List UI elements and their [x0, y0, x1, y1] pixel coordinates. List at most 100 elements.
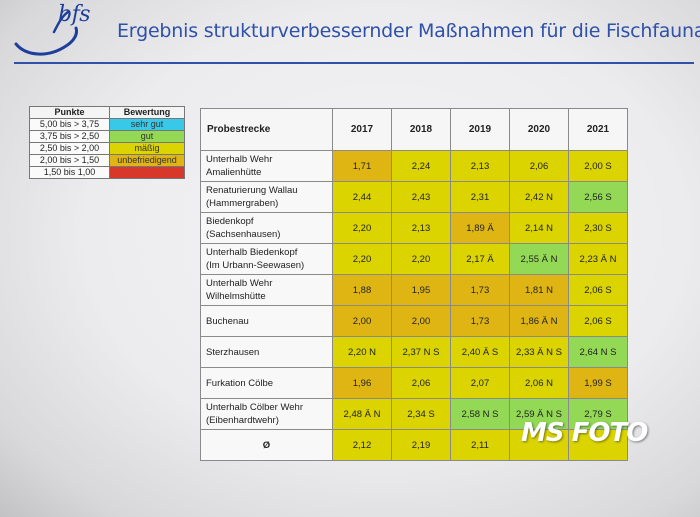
score-cell: 2,19 — [391, 429, 451, 461]
score-cell: 2,44 — [332, 181, 392, 213]
score-cell: 2,40 Ä S — [450, 336, 510, 368]
probestrecke-name-line: Furkation Cölbe — [206, 377, 274, 389]
score-cell: 1,96 — [332, 367, 392, 399]
legend-table: Punkte Bewertung 5,00 bis > 3,75 sehr gut… — [29, 106, 185, 179]
title-divider — [14, 62, 694, 64]
table-row: Sterzhausen 2,20 N 2,37 N S 2,40 Ä S 2,33 Ä … — [200, 336, 628, 368]
legend-range: 2,00 bis > 1,50 — [29, 154, 110, 167]
probestrecke-name-line: Renaturierung Wallau — [206, 185, 298, 196]
score-cell: 2,43 — [391, 181, 451, 213]
score-cell: 2,20 — [332, 243, 392, 275]
score-cell: 2,00 S — [568, 150, 628, 182]
probestrecke-name: Unterhalb Wehr Wilhelmshütte — [200, 274, 333, 306]
probestrecke-name: Biedenkopf (Sachsenhausen) — [200, 212, 333, 244]
probestrecke-name-line: Unterhalb Wehr — [206, 154, 273, 165]
score-cell: 1,81 N — [509, 274, 569, 306]
probestrecke-name-line: Ø — [262, 439, 271, 451]
score-cell: 2,55 Ä N — [509, 243, 569, 275]
legend-row: 2,50 bis > 2,00 mäßig — [29, 142, 185, 155]
legend-range: 3,75 bis > 2,50 — [29, 130, 110, 143]
column-header-2020: 2020 — [509, 108, 569, 151]
probestrecke-name: Ø — [200, 429, 333, 461]
table-row: Renaturierung Wallau (Hammergraben) 2,44 2,… — [200, 181, 628, 213]
score-cell: 2,20 N — [332, 336, 392, 368]
score-cell: 2,34 S — [391, 398, 451, 430]
score-cell: 2,06 S — [568, 305, 628, 337]
bfs-logo — [14, 10, 78, 56]
score-cell: 2,13 — [450, 150, 510, 182]
score-cell: 2,31 — [450, 181, 510, 213]
probestrecke-name: Unterhalb Biedenkopf (Im Urbann-Seewasen) — [200, 243, 333, 275]
score-cell: 2,00 — [332, 305, 392, 337]
score-cell — [568, 429, 628, 461]
score-cell: 1,88 — [332, 274, 392, 306]
legend-rating: gut — [109, 130, 185, 143]
score-cell: 2,06 S — [568, 274, 628, 306]
legend-range: 2,50 bis > 2,00 — [29, 142, 110, 155]
probestrecke-name: Unterhalb Wehr Amalienhütte — [200, 150, 333, 182]
score-cell: 2,59 Ä N S — [509, 398, 569, 430]
probestrecke-name-line: Unterhalb Cölber Wehr — [206, 402, 303, 413]
score-cell: 2,37 N S — [391, 336, 451, 368]
probestrecke-name-line: (Hammergraben) — [206, 198, 279, 209]
logo-text: bfs — [58, 2, 91, 27]
table-row: Buchenau 2,00 2,00 1,73 1,86 Ä N 2,06 S — [200, 305, 628, 337]
score-cell: 2,79 S — [568, 398, 628, 430]
score-cell: 2,00 — [391, 305, 451, 337]
score-cell: 2,56 S — [568, 181, 628, 213]
legend-rating — [109, 166, 185, 179]
score-cell: 2,06 — [391, 367, 451, 399]
score-cell: 1,95 — [391, 274, 451, 306]
probestrecke-name: Furkation Cölbe — [200, 367, 333, 399]
legend-header-points: Punkte — [29, 106, 110, 119]
probestrecke-name: Buchenau — [200, 305, 333, 337]
probestrecke-name-line: Biedenkopf — [206, 216, 254, 227]
table-row: Unterhalb Wehr Wilhelmshütte 1,88 1,95 1,73 1… — [200, 274, 628, 306]
score-cell: 2,24 — [391, 150, 451, 182]
score-cell: 2,11 — [450, 429, 510, 461]
score-cell: 2,12 — [332, 429, 392, 461]
probestrecke-name-line: Amalienhütte — [206, 167, 262, 178]
score-cell — [509, 429, 569, 461]
legend-rating: sehr gut — [109, 118, 185, 131]
probestrecke-name: Unterhalb Cölber Wehr (Eibenhardtwehr) — [200, 398, 333, 430]
score-cell: 2,20 — [391, 243, 451, 275]
probestrecke-name: Sterzhausen — [200, 336, 333, 368]
table-row: Unterhalb Wehr Amalienhütte 1,71 2,24 2,13 2,… — [200, 150, 628, 182]
probestrecke-name-line: (Im Urbann-Seewasen) — [206, 260, 305, 271]
score-cell: 2,23 Ä N — [568, 243, 628, 275]
legend-row: 2,00 bis > 1,50 unbefriedigend — [29, 154, 185, 167]
table-row: Unterhalb Biedenkopf (Im Urbann-Seewasen)… — [200, 243, 628, 275]
column-header-2019: 2019 — [450, 108, 510, 151]
score-cell: 1,71 — [332, 150, 392, 182]
score-cell: 1,86 Ä N — [509, 305, 569, 337]
table-row: Ø 2,12 2,19 2,11 — [200, 429, 628, 461]
probestrecke-name-line: Unterhalb Wehr — [206, 278, 273, 289]
score-cell: 1,89 Ä — [450, 212, 510, 244]
legend-rating: unbefriedigend — [109, 154, 185, 167]
column-header-2017: 2017 — [332, 108, 392, 151]
probestrecke-name-line: (Sachsenhausen) — [206, 229, 281, 240]
score-cell: 2,06 N — [509, 367, 569, 399]
score-cell: 2,33 Ä N S — [509, 336, 569, 368]
column-header-probestrecke: Probestrecke — [200, 108, 333, 151]
table-row: Unterhalb Cölber Wehr (Eibenhardtwehr) 2,4… — [200, 398, 628, 430]
score-cell: 1,99 S — [568, 367, 628, 399]
score-cell: 1,73 — [450, 305, 510, 337]
probestrecke-name: Renaturierung Wallau (Hammergraben) — [200, 181, 333, 213]
score-cell: 2,07 — [450, 367, 510, 399]
legend-row: 5,00 bis > 3,75 sehr gut — [29, 118, 185, 131]
score-cell: 2,42 N — [509, 181, 569, 213]
score-cell: 2,13 — [391, 212, 451, 244]
legend-range: 5,00 bis > 3,75 — [29, 118, 110, 131]
legend-rating: mäßig — [109, 142, 185, 155]
score-cell: 2,20 — [332, 212, 392, 244]
probestrecke-name-line: (Eibenhardtwehr) — [206, 415, 279, 426]
score-cell: 2,14 N — [509, 212, 569, 244]
results-table: Probestrecke 2017 2018 2019 2020 2021 Un… — [200, 108, 628, 461]
table-header-row: Probestrecke 2017 2018 2019 2020 2021 — [200, 108, 628, 151]
score-cell: 2,06 — [509, 150, 569, 182]
column-header-2021: 2021 — [568, 108, 628, 151]
score-cell: 2,64 N S — [568, 336, 628, 368]
